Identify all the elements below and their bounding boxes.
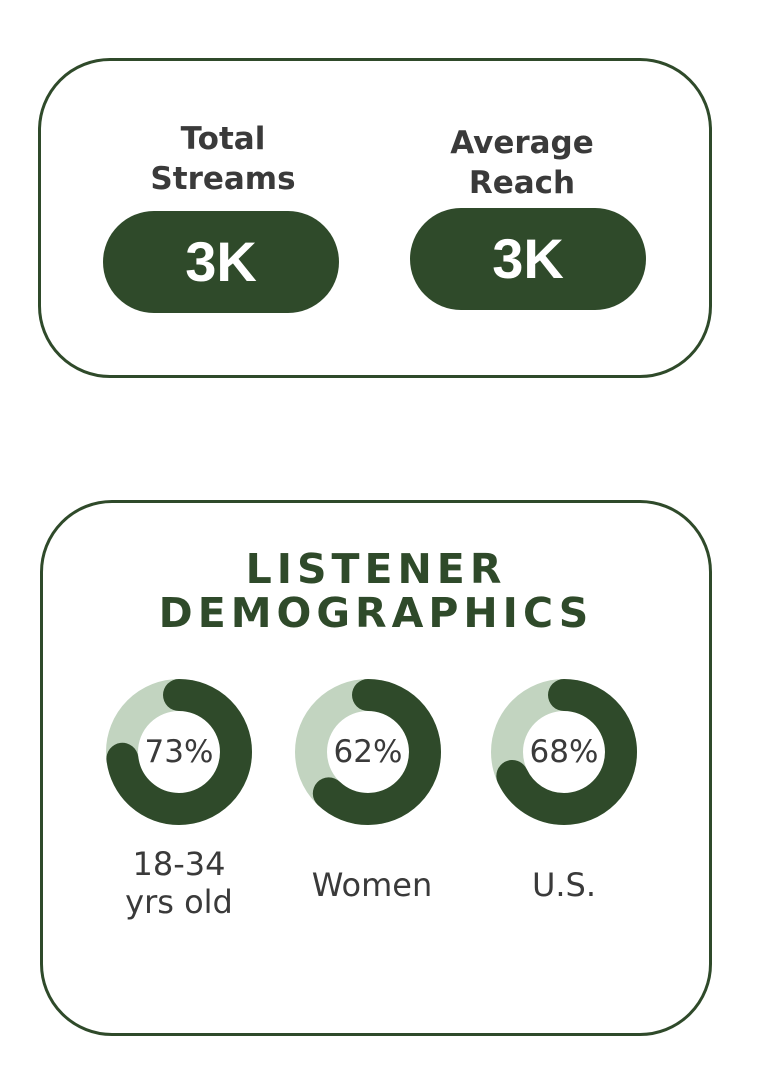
average-reach-value: 3K (410, 208, 646, 310)
demographics-title-line1: LISTENER (245, 545, 507, 593)
donut-chart-us: 68% (491, 679, 637, 825)
total-streams-stat: Total Streams (105, 119, 341, 199)
donut-value-women: 62% (333, 734, 403, 770)
donut-label-us: U.S. (531, 866, 597, 904)
donut-label-age: 18-34 yrs old (125, 845, 233, 921)
donut-ring-us (491, 679, 637, 825)
demographics-card: LISTENER DEMOGRAPHICS 73% 18-34 yrs old … (40, 500, 712, 1036)
donut-value-us: 68% (529, 734, 599, 770)
donut-fill (106, 679, 252, 825)
demographics-title-line2: DEMOGRAPHICS (158, 589, 594, 637)
donut-chart-women: 62% (295, 679, 441, 825)
donut-fill (295, 679, 441, 825)
average-reach-label: Average Reach (450, 125, 594, 201)
total-streams-label: Total Streams (150, 121, 296, 197)
donut-ring-age (106, 679, 252, 825)
donut-label-women: Women (311, 866, 433, 904)
total-streams-value: 3K (103, 211, 339, 313)
stats-card: Total Streams 3K Average Reach 3K (38, 58, 712, 378)
donut-fill (491, 679, 637, 825)
donut-ring-women (295, 679, 441, 825)
donut-chart-age: 73% (106, 679, 252, 825)
average-reach-stat: Average Reach (404, 123, 640, 203)
donut-value-age: 73% (144, 734, 214, 770)
